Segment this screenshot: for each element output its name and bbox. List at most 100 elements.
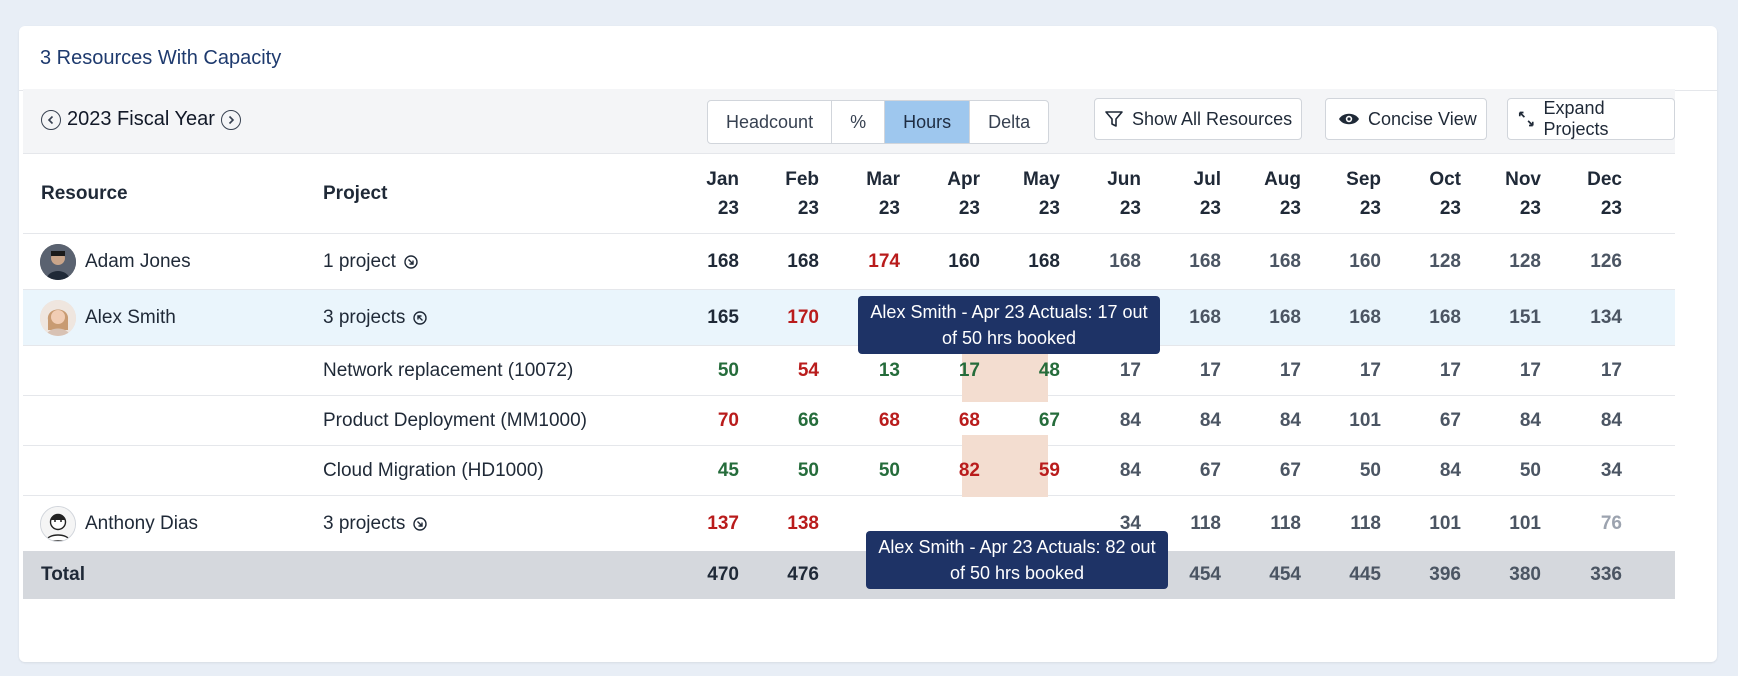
month-header-aug: Aug 23 xyxy=(1264,169,1301,219)
table-row[interactable]: Anthony Dias 3 projects 137 138 34 118 1… xyxy=(23,496,1675,551)
value-cell: 134 xyxy=(1590,306,1622,328)
value-cell: 17 xyxy=(1199,359,1221,381)
value-cell: 168 xyxy=(1269,250,1301,272)
month-header-dec: Dec 23 xyxy=(1587,169,1622,219)
mode-delta-button[interactable]: Delta xyxy=(988,111,1031,132)
value-cell: 168 xyxy=(707,250,739,272)
expand-circle-icon[interactable] xyxy=(413,516,428,531)
card-title: 3 Resources With Capacity xyxy=(19,26,1717,91)
cell-tooltip: Alex Smith - Apr 23 Actuals: 17 out of 5… xyxy=(858,296,1160,354)
value-cell: 168 xyxy=(1109,250,1141,272)
concise-view-button[interactable]: Concise View xyxy=(1325,98,1487,140)
value-cell: 66 xyxy=(797,409,819,431)
project-name: Cloud Migration (HD1000) xyxy=(323,459,544,481)
value-cell: 68 xyxy=(958,409,980,431)
resource-column-header: Resource xyxy=(41,183,128,204)
value-cell: 50 xyxy=(878,459,900,481)
show-all-resources-label: Show All Resources xyxy=(1132,108,1293,129)
value-cell: 84 xyxy=(1439,459,1461,481)
table-header-row: Resource Project Jan 23 Feb 23 Mar 23 Apr 23… xyxy=(23,155,1675,234)
month-header-apr: Apr 23 xyxy=(947,169,980,219)
table-row[interactable]: Cloud Migration (HD1000) 45 50 50 82 59 … xyxy=(23,435,1675,497)
value-cell: 13 xyxy=(878,359,900,381)
table-row[interactable]: Product Deployment (MM1000) 70 66 68 68 … xyxy=(23,396,1675,446)
value-cell: 168 xyxy=(1269,306,1301,328)
value-cell: 17 xyxy=(1519,359,1541,381)
project-count: 1 project xyxy=(323,250,396,272)
month-header-may: May 23 xyxy=(1023,169,1060,219)
expand-circle-icon[interactable] xyxy=(404,254,418,269)
mode-headcount-button[interactable]: Headcount xyxy=(708,101,833,143)
value-cell: 165 xyxy=(707,306,739,328)
value-cell: 118 xyxy=(1270,512,1301,534)
view-mode-toggle: Headcount % Hours Delta xyxy=(707,100,1050,144)
collapse-circle-icon[interactable] xyxy=(413,310,428,325)
table-row[interactable]: Network replacement (10072) 50 54 13 17 … xyxy=(23,339,1675,402)
value-cell: 76 xyxy=(1600,512,1622,534)
show-all-resources-button[interactable]: Show All Resources xyxy=(1094,98,1303,140)
toolbar: 2023 Fiscal Year Headcount % Hours Delta… xyxy=(23,89,1675,154)
month-header-jan: Jan 23 xyxy=(706,169,739,219)
value-cell: 126 xyxy=(1590,250,1622,272)
value-cell: 128 xyxy=(1509,250,1541,272)
month-header-nov: Nov 23 xyxy=(1505,169,1541,219)
total-value: 470 xyxy=(707,564,739,585)
value-cell: 45 xyxy=(717,459,739,481)
value-cell: 34 xyxy=(1600,459,1622,481)
project-count: 3 projects xyxy=(323,512,406,534)
value-cell[interactable]: 82 xyxy=(958,459,980,481)
value-cell: 137 xyxy=(707,512,739,534)
value-cell: 50 xyxy=(797,459,819,481)
highlighted-cell-bg xyxy=(962,435,1048,497)
value-cell: 67 xyxy=(1439,409,1461,431)
mode-hours-button[interactable]: Hours xyxy=(885,101,971,143)
expand-projects-button[interactable]: Expand Projects xyxy=(1507,98,1675,140)
total-value: 454 xyxy=(1269,564,1301,585)
table-row[interactable]: Alex Smith 3 projects 165 170 3 185 168 … xyxy=(23,290,1675,346)
project-cell[interactable]: 3 projects xyxy=(323,290,428,345)
resource-name: Anthony Dias xyxy=(85,512,199,534)
value-cell: 84 xyxy=(1279,409,1301,431)
month-header-sep: Sep 23 xyxy=(1346,169,1381,219)
fiscal-year-selector: 2023 Fiscal Year xyxy=(41,108,241,131)
month-header-mar: Mar 23 xyxy=(866,169,900,219)
fiscal-year-label: 2023 Fiscal Year xyxy=(67,108,215,130)
value-cell: 17 xyxy=(1359,359,1381,381)
month-header-jun: Jun 23 xyxy=(1107,169,1141,219)
value-cell: 34 xyxy=(1119,512,1141,534)
value-cell: 59 xyxy=(1038,459,1060,481)
cell-tooltip: Alex Smith - Apr 23 Actuals: 82 out of 5… xyxy=(866,531,1168,589)
mode-percent-button[interactable]: % xyxy=(832,101,886,143)
person-avatar-icon xyxy=(41,506,75,541)
avatar xyxy=(40,243,76,280)
value-cell: 138 xyxy=(787,512,819,534)
total-value: 336 xyxy=(1590,564,1622,585)
concise-view-label: Concise View xyxy=(1368,108,1477,129)
capacity-table: Resource Project Jan 23 Feb 23 Mar 23 Apr 23… xyxy=(23,155,1675,599)
value-cell: 118 xyxy=(1190,512,1221,534)
value-cell: 17 xyxy=(1600,359,1622,381)
project-cell[interactable]: 1 project xyxy=(323,234,418,289)
value-cell: 101 xyxy=(1349,409,1381,431)
value-cell[interactable]: 17 xyxy=(958,359,980,381)
resource-cell: Adam Jones xyxy=(40,234,191,289)
resource-cell: Anthony Dias xyxy=(40,496,198,551)
prev-year-button[interactable] xyxy=(41,109,61,130)
total-label: Total xyxy=(41,564,85,585)
avatar xyxy=(40,299,76,336)
value-cell: 70 xyxy=(717,409,739,431)
filter-icon xyxy=(1105,111,1123,127)
next-year-button[interactable] xyxy=(220,109,241,130)
person-avatar-icon xyxy=(40,243,76,280)
value-cell: 101 xyxy=(1509,512,1541,534)
project-name: Network replacement (10072) xyxy=(323,359,574,381)
value-cell: 50 xyxy=(717,359,739,381)
value-cell: 67 xyxy=(1279,459,1301,481)
table-row[interactable]: Adam Jones 1 project 168 168 174 160 168… xyxy=(23,234,1675,290)
value-cell: 84 xyxy=(1119,459,1141,481)
project-cell[interactable]: 3 projects xyxy=(323,496,428,551)
value-cell: 17 xyxy=(1279,359,1301,381)
value-cell: 160 xyxy=(1349,250,1381,272)
value-cell: 54 xyxy=(797,359,819,381)
value-cell: 168 xyxy=(1189,250,1221,272)
